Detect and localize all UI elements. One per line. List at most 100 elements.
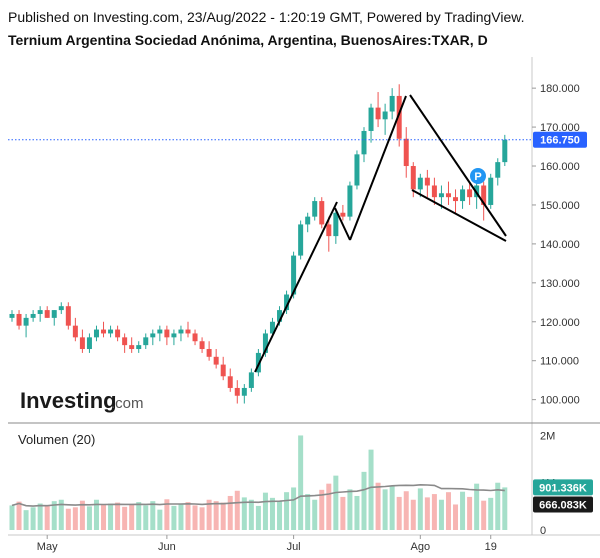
volume-bar [206,499,212,530]
volume-bar [58,499,64,530]
candle [312,197,318,221]
candle-body [438,193,444,198]
volume-bar [115,502,121,530]
candle [227,368,233,392]
volume-bar [326,483,332,530]
volume-bar [312,499,318,530]
volume-bar [269,497,275,530]
investing-logo: Investing .com [20,388,144,413]
volume-bar [79,500,85,530]
candle-body [305,216,311,225]
candle-body [312,201,318,217]
published-caption: Published on Investing.com, 23/Aug/2022 … [8,9,525,25]
candle [467,181,473,205]
candle-body [340,212,346,217]
candle-body [445,193,451,198]
time-tick-label: Ago [411,541,431,553]
candle [417,173,423,198]
volume-bar [150,501,156,530]
volume-bar [157,509,163,530]
volume-bar [291,487,297,530]
volume-bar [255,505,261,530]
event-marker-letter: P [474,171,481,183]
wedge-lower-line [411,189,507,242]
candle [319,197,325,229]
pullback-line [334,207,351,241]
price-tick-label: 120.000 [540,317,580,329]
volume-bar [375,482,381,530]
volume-bar [23,510,29,530]
candle [129,337,135,353]
volume-bar [417,488,423,530]
volume-current-box [533,479,593,496]
candle-body [291,255,297,295]
price-tick-label: 170.000 [540,122,580,134]
volume-bar [108,503,114,530]
candle-body [488,177,494,205]
candle-body [354,154,360,186]
candle-body [361,130,367,155]
volume-bar [192,505,198,530]
candle-body [417,177,423,190]
candle-body [51,310,57,318]
candle [361,127,367,163]
volume-ma-box [533,496,593,513]
candle-body [157,329,163,334]
volume-bar [136,502,142,530]
candle [72,317,78,342]
price-tick-label: 160.000 [540,161,580,173]
candle [382,103,388,135]
candle-body [199,341,205,350]
candle [284,290,290,314]
volume-bar [502,487,508,530]
candle-body [431,185,437,198]
candle [389,88,395,120]
volume-bar [396,496,402,530]
candle [192,329,198,346]
candle-body [213,356,219,365]
candle-body [136,345,142,350]
candle-body [227,376,233,388]
volume-bar [460,491,466,530]
volume-bar [347,489,353,530]
candle [488,173,494,209]
candle [58,302,64,314]
candle-body [277,310,283,322]
candle [157,325,163,342]
candle [122,333,128,353]
candle-body [122,337,128,346]
volume-bar [164,499,170,530]
candle-body [410,166,416,190]
volume-bar [488,497,494,530]
candle-body [248,372,254,388]
candle-body [178,329,184,334]
candle [30,310,36,322]
volume-badges: 901.336K 666.083K [533,479,593,513]
volume-bar [284,492,290,530]
candle [79,329,85,353]
candle [424,169,430,198]
price-tick-label: 100.000 [540,395,580,407]
candle-body [150,333,156,338]
candle-body [326,224,332,237]
candle [305,212,311,233]
volume-bar [298,435,304,530]
candle [185,321,191,338]
price-axis-ticks: 100.000 110.000 120.000 130.000 140.000 150.0… [532,83,580,407]
volume-bar [277,500,283,530]
candle [51,310,57,326]
candle [199,337,205,353]
candle [333,208,339,244]
event-marker[interactable]: P [470,168,486,184]
candle [403,127,409,178]
candle-body [495,162,501,178]
candle-body [255,352,261,373]
price-badge: 166.750 [533,131,587,148]
candle [445,181,451,205]
candle-body [403,138,409,167]
candle-body [115,329,121,338]
candle [115,325,121,342]
volume-bar [30,507,36,530]
volume-bar [438,499,444,530]
